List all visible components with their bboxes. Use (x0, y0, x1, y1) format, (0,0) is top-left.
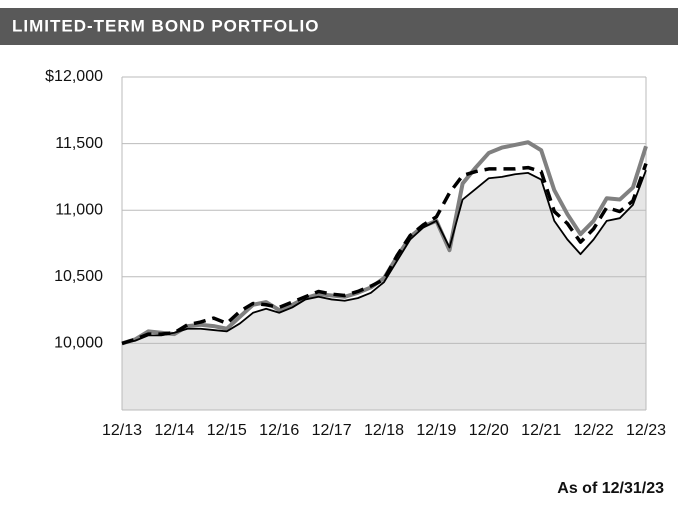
note: As of 12/31/23 (557, 480, 664, 497)
header-bar (0, 8, 678, 45)
header-title: LIMITED-TERM BOND PORTFOLIO (12, 16, 319, 35)
y-tick-label: 10,000 (54, 335, 103, 352)
x-tick-label: 12/14 (154, 422, 194, 439)
area (122, 170, 646, 410)
y-tick-label: $12,000 (45, 68, 103, 85)
x-tick-label: 12/13 (102, 422, 142, 439)
series-line (121, 140, 648, 346)
x-tick-label: 12/17 (312, 422, 352, 439)
x-tick-label: 12/23 (626, 422, 666, 439)
y-tick-label: 10,500 (54, 268, 103, 285)
series-line (121, 169, 647, 345)
series-line (121, 163, 648, 346)
x-tick-label: 12/18 (364, 422, 404, 439)
x-tick-label: 12/15 (207, 422, 247, 439)
y-tick-label: 11,000 (55, 201, 103, 218)
x-tick-label: 12/20 (469, 422, 509, 439)
x-tick-label: 12/19 (416, 422, 456, 439)
x-tick-label: 12/21 (521, 422, 561, 439)
x-tick-label: 12/16 (259, 422, 299, 439)
x-tick-label: 12/22 (574, 422, 614, 439)
y-tick-label: 11,500 (55, 135, 103, 152)
